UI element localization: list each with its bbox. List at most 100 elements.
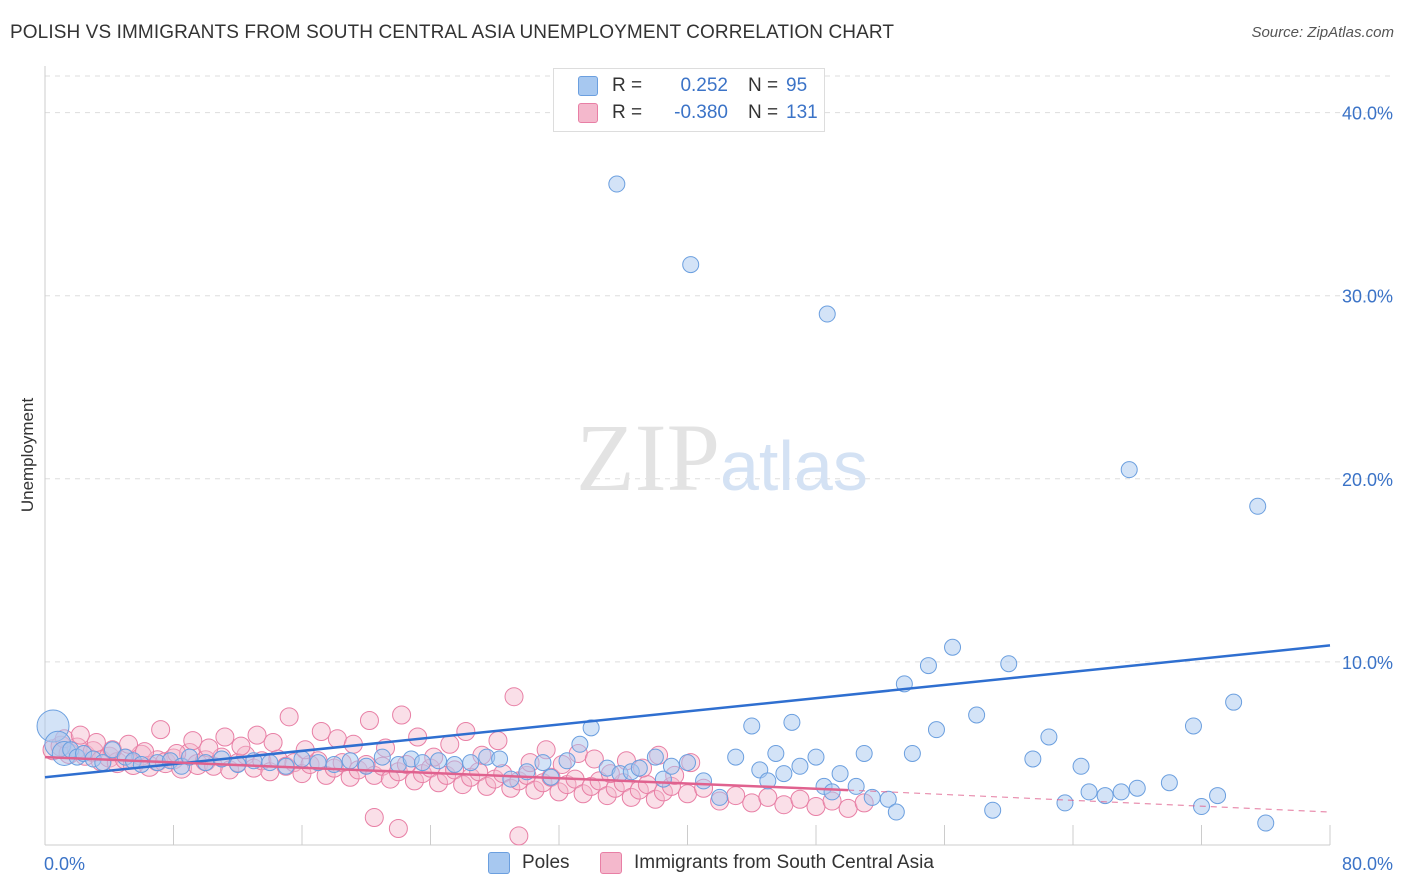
- poles-point: [582, 719, 600, 737]
- immigrants-point: [215, 727, 235, 747]
- poles-point: [1080, 783, 1098, 801]
- poles-point: [887, 803, 905, 821]
- poles-point: [462, 754, 480, 772]
- poles-point: [919, 657, 937, 675]
- y-tick-label: 20.0%: [1342, 470, 1393, 490]
- poles-point: [879, 790, 897, 808]
- chart-source: Source: ZipAtlas.com: [1251, 24, 1394, 41]
- poles-point: [711, 788, 729, 806]
- stats-legend: R = 0.252 N = 95 R = -0.380 N = 131: [553, 68, 825, 132]
- poles-point: [1120, 461, 1138, 479]
- immigrants-point: [597, 786, 617, 806]
- poles-point: [823, 783, 841, 801]
- immigrants-trend-line: [44, 755, 849, 792]
- x-tick-label: 0.0%: [44, 854, 85, 874]
- immigrants-point: [573, 784, 593, 804]
- immigrants-point: [774, 795, 794, 815]
- poles-point: [608, 175, 626, 193]
- poles-point: [679, 754, 696, 772]
- immigrants-point: [263, 732, 283, 752]
- poles-point: [630, 759, 648, 777]
- poles-point: [1056, 794, 1074, 812]
- poles-point: [132, 755, 150, 773]
- poles-point: [1000, 655, 1018, 673]
- poles-point: [767, 744, 785, 762]
- legend-label: Poles: [522, 852, 570, 873]
- immigrants-point: [440, 734, 460, 754]
- poles-point: [743, 717, 761, 735]
- legend-label: Immigrants from South Central Asia: [634, 852, 934, 873]
- immigrants-point: [726, 786, 746, 806]
- immigrants-swatch: [578, 103, 598, 123]
- legend-item-poles: Poles: [488, 852, 570, 874]
- r-value: -0.380: [674, 102, 728, 123]
- n-value: 131: [786, 102, 818, 123]
- trend-lines: [44, 644, 1331, 813]
- immigrants-point: [327, 729, 347, 749]
- poles-point: [984, 801, 1002, 819]
- poles-point: [968, 706, 986, 724]
- poles-point: [855, 744, 873, 762]
- r-label: R =: [612, 102, 643, 123]
- poles-point: [373, 748, 391, 766]
- poles-point: [1225, 693, 1243, 711]
- poles-point: [847, 777, 865, 795]
- poles-point: [944, 638, 962, 656]
- immigrants-point: [549, 782, 569, 802]
- legend-item-immigrants: Immigrants from South Central Asia: [600, 852, 934, 874]
- watermark-atlas: atlas: [720, 427, 868, 505]
- immigrants-point: [359, 710, 379, 730]
- n-label: N =: [748, 75, 779, 96]
- immigrants-point: [408, 727, 428, 747]
- immigrants-point: [364, 808, 384, 828]
- r-label: R =: [612, 75, 643, 96]
- poles-point: [927, 721, 945, 739]
- immigrants-point: [70, 725, 90, 745]
- poles-trend-line: [44, 644, 1331, 779]
- chart-title: POLISH VS IMMIGRANTS FROM SOUTH CENTRAL …: [10, 22, 895, 43]
- immigrants-point: [678, 784, 697, 804]
- legend-row-poles: R = 0.252 N = 95: [578, 73, 807, 99]
- poles-point: [341, 752, 359, 770]
- immigrants-point: [758, 787, 778, 807]
- poles-swatch: [578, 76, 598, 96]
- poles-point: [413, 754, 431, 772]
- poles-point: [1040, 728, 1058, 746]
- poles-point: [1184, 717, 1202, 735]
- poles-point: [1112, 783, 1130, 801]
- immigrants-point: [790, 789, 810, 809]
- poles-swatch: [488, 852, 510, 874]
- tick-labels: 10.0% 20.0% 30.0% 40.0% 0.0% 80.0%: [44, 104, 1393, 874]
- watermark-zip: ZIP: [576, 404, 720, 511]
- y-tick-label: 40.0%: [1342, 104, 1393, 124]
- poles-point: [261, 754, 279, 772]
- legend-row-immigrants: R = -0.380 N = 131: [578, 100, 818, 126]
- immigrants-swatch: [600, 852, 622, 874]
- poles-point: [727, 748, 745, 766]
- poles-point: [293, 750, 311, 768]
- poles-point: [695, 772, 713, 790]
- poles-point: [534, 754, 552, 772]
- poles-point: [759, 772, 777, 790]
- immigrants-point: [151, 720, 171, 740]
- poles-point: [103, 741, 121, 759]
- poles-point: [1209, 787, 1227, 805]
- immigrants-point: [392, 705, 412, 725]
- y-tick-label: 10.0%: [1342, 653, 1393, 673]
- poles-point: [558, 752, 576, 770]
- immigrants-point: [504, 687, 524, 707]
- poles-point: [1249, 497, 1267, 515]
- poles-point: [502, 770, 520, 788]
- poles-point: [491, 750, 509, 768]
- immigrants-point: [488, 731, 508, 751]
- immigrants-point: [231, 736, 251, 756]
- immigrants-point: [645, 789, 665, 809]
- y-tick-label: 30.0%: [1342, 287, 1393, 307]
- immigrants-point: [584, 749, 604, 769]
- poles-point: [1257, 814, 1275, 832]
- poles-point: [446, 755, 464, 773]
- poles-point: [903, 744, 921, 762]
- immigrants-point: [477, 776, 497, 796]
- r-value: 0.252: [680, 75, 728, 96]
